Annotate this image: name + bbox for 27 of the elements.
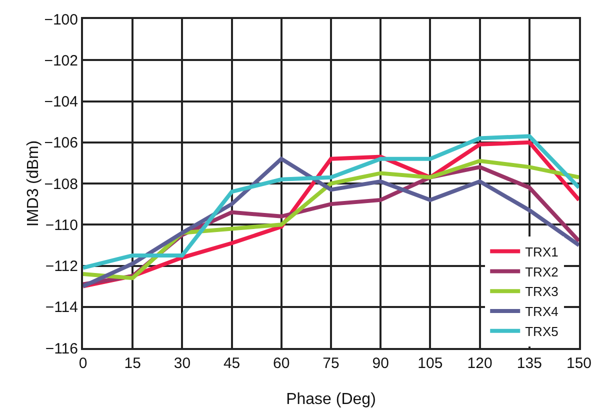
x-tick-label: 75	[322, 355, 340, 372]
y-tick-label: −106	[44, 134, 78, 152]
x-tick-label: 120	[467, 355, 492, 372]
x-tick-label: 45	[223, 355, 240, 372]
legend-label: TRX5	[525, 324, 558, 339]
x-tick-label: 0	[78, 355, 88, 372]
x-tick-label: 90	[372, 355, 389, 372]
x-tick-label: 30	[174, 355, 191, 372]
y-tick-label: −102	[44, 52, 78, 70]
y-tick-label: −112	[45, 258, 78, 275]
x-tick-label: 150	[566, 355, 592, 372]
legend-label: TRX1	[525, 244, 558, 260]
x-tick-label: 105	[418, 355, 443, 372]
x-tick-label: 15	[124, 355, 141, 372]
legend-label: TRX2	[525, 264, 558, 280]
y-tick-label: −100	[44, 11, 78, 28]
legend-label: TRX4	[525, 304, 558, 320]
y-tick-label: −114	[45, 299, 78, 316]
y-tick-label: −104	[44, 94, 78, 110]
y-axis-title: IMD3 (dBm)	[25, 140, 42, 227]
y-tick-label: −116	[45, 340, 78, 358]
x-tick-label: 60	[273, 355, 290, 372]
y-tick-label: −110	[45, 216, 78, 234]
legend-label: TRX3	[525, 284, 558, 300]
x-axis-title: Phase (Deg)	[286, 391, 376, 408]
x-tick-label: 135	[516, 355, 542, 372]
y-tick-label: −108	[44, 176, 78, 193]
